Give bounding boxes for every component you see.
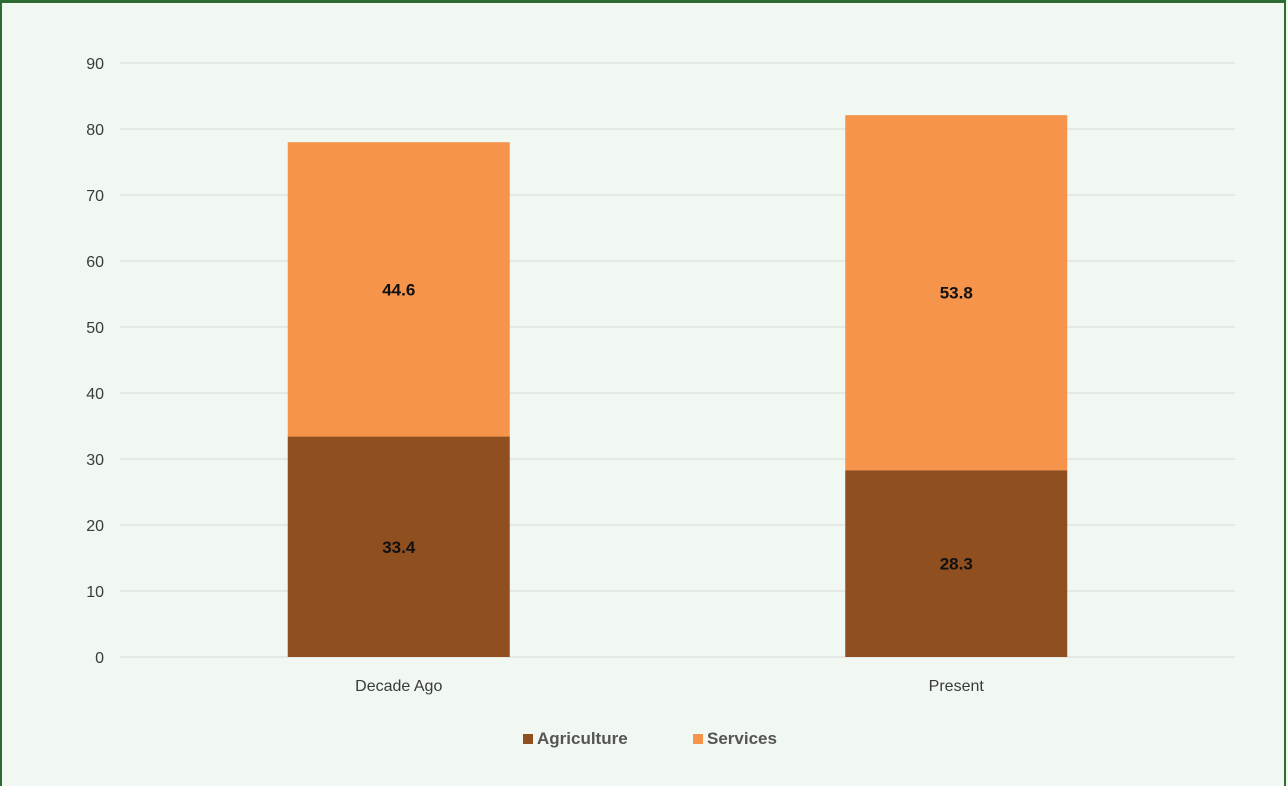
bar-services	[287, 142, 510, 437]
y-tick-label: 80	[86, 122, 104, 139]
data-label: 33.4	[382, 538, 416, 557]
y-tick-label: 50	[86, 320, 104, 337]
y-tick-label: 30	[86, 452, 104, 469]
y-tick-label: 0	[95, 650, 104, 667]
y-tick-label: 70	[86, 188, 104, 205]
data-label: 53.8	[940, 284, 973, 303]
gridlines	[120, 62, 1235, 658]
y-tick-label: 40	[86, 386, 104, 403]
bar-services	[845, 115, 1068, 471]
y-tick-label: 60	[86, 254, 104, 271]
legend-swatch-agriculture	[523, 734, 533, 744]
y-tick-label: 10	[86, 584, 104, 601]
legend-label-services: Services	[707, 729, 777, 748]
legend-swatch-services	[693, 734, 703, 744]
y-tick-label: 20	[86, 518, 104, 535]
x-category-label: Decade Ago	[355, 678, 442, 695]
bars	[287, 115, 1068, 657]
legend: Agriculture Services	[523, 729, 777, 748]
data-label: 28.3	[940, 555, 973, 574]
y-axis-ticks: 0 10 20 30 40 50 60 70 80 90	[86, 56, 104, 667]
x-category-label: Present	[929, 678, 985, 695]
y-tick-label: 90	[86, 56, 104, 73]
bar-agriculture	[287, 436, 510, 657]
bar-agriculture	[845, 470, 1068, 657]
data-label: 44.6	[382, 280, 415, 299]
data-labels: 33.4 44.6 28.3 53.8	[382, 280, 973, 573]
legend-label-agriculture: Agriculture	[537, 729, 628, 748]
x-axis-categories: Decade Ago Present	[355, 678, 984, 695]
